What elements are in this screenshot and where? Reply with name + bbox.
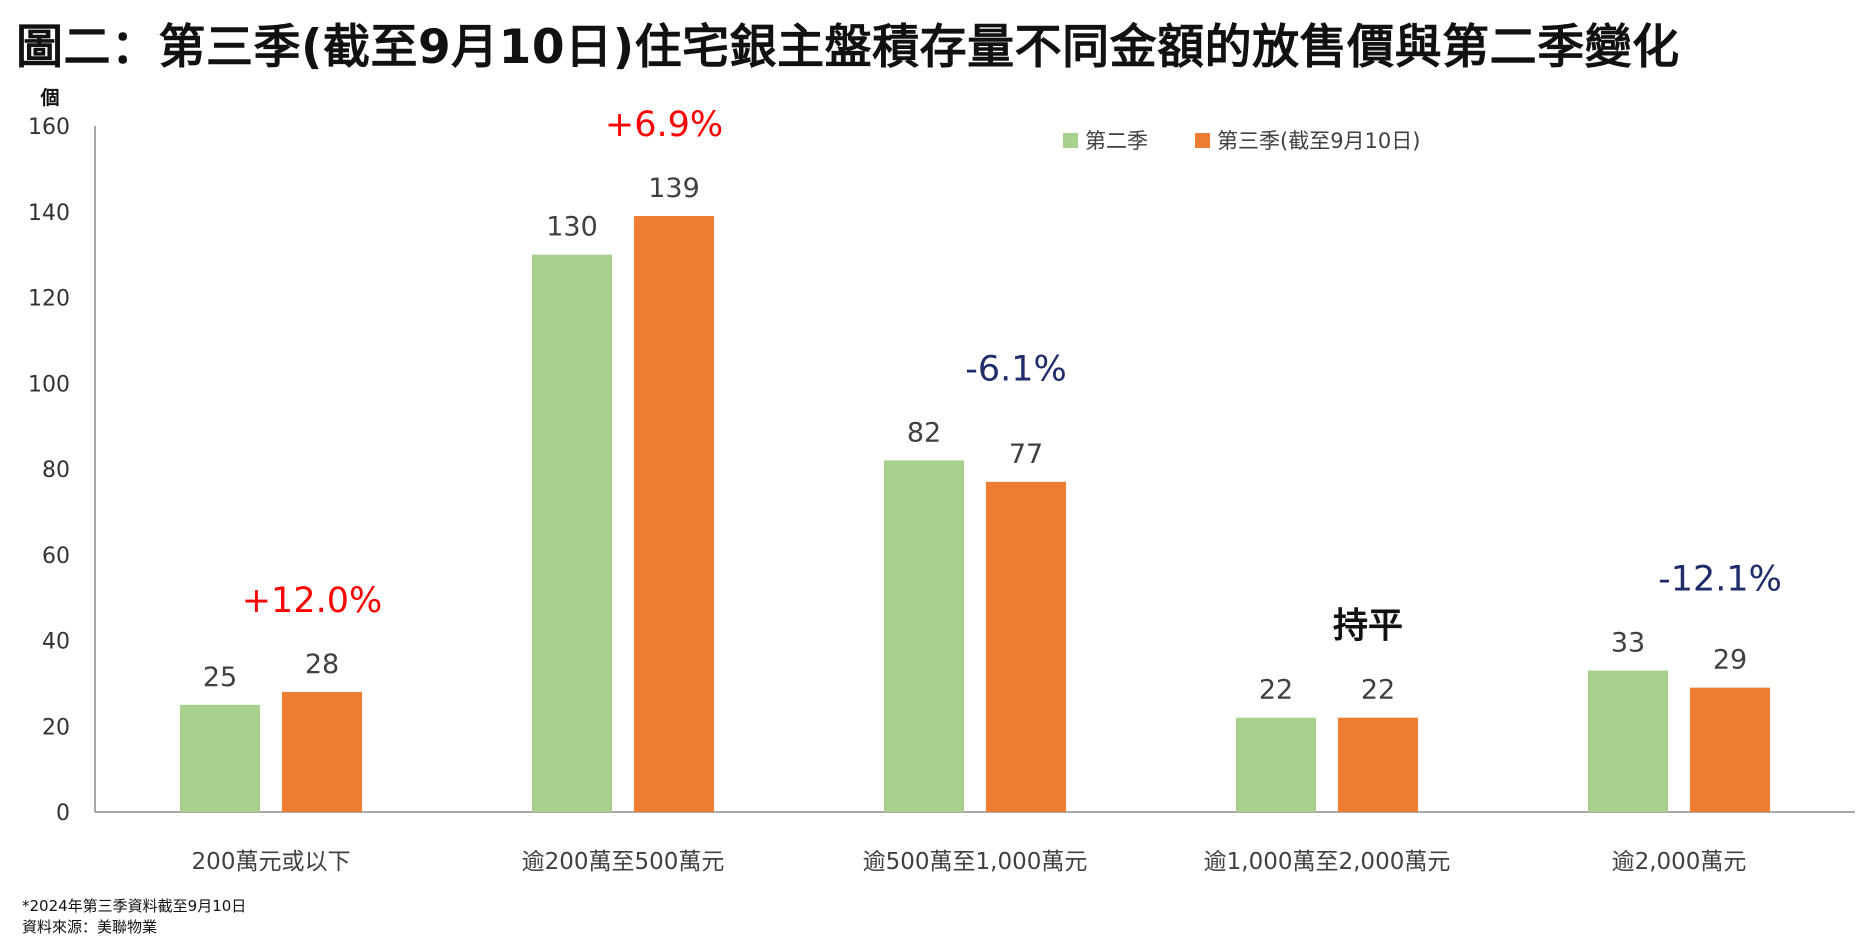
legend-label: 第二季 bbox=[1085, 129, 1148, 153]
x-tick-label: 逾200萬至500萬元 bbox=[522, 849, 725, 875]
footnote-note: *2024年第三季資料截至9月10日 bbox=[22, 897, 247, 915]
y-tick-label: 120 bbox=[28, 287, 70, 312]
data-label: 77 bbox=[1009, 439, 1043, 470]
data-label: 33 bbox=[1611, 628, 1645, 659]
bar-q2 bbox=[1236, 717, 1316, 812]
y-tick-label: 160 bbox=[28, 115, 70, 140]
bar-q3 bbox=[634, 216, 714, 813]
change-annotation: -6.1% bbox=[965, 349, 1067, 389]
legend-label: 第三季(截至9月10日) bbox=[1217, 129, 1420, 153]
x-tick-label: 逾500萬至1,000萬元 bbox=[863, 849, 1088, 875]
data-label: 139 bbox=[648, 173, 700, 204]
bar-q3 bbox=[986, 481, 1066, 812]
x-tick-label: 逾2,000萬元 bbox=[1612, 849, 1747, 875]
bar-q2 bbox=[532, 254, 612, 812]
change-annotation: 持平 bbox=[1333, 607, 1403, 647]
change-annotation: +12.0% bbox=[242, 581, 383, 621]
y-tick-label: 100 bbox=[28, 372, 70, 397]
x-tick-label: 200萬元或以下 bbox=[192, 849, 351, 875]
chart-title: 圖二：第三季(截至9月10日)住宅銀主盤積存量不同金額的放售價與第二季變化 bbox=[16, 20, 1680, 75]
x-tick-label: 逾1,000萬至2,000萬元 bbox=[1204, 849, 1451, 875]
data-label: 25 bbox=[203, 662, 237, 693]
data-label: 82 bbox=[907, 417, 941, 448]
bar-q3 bbox=[1338, 717, 1418, 812]
legend-swatch bbox=[1195, 133, 1210, 148]
bar-q2 bbox=[884, 460, 964, 812]
y-tick-label: 20 bbox=[42, 715, 70, 740]
bar-q3 bbox=[1690, 687, 1770, 812]
y-tick-label: 80 bbox=[42, 458, 70, 483]
footnote-source: 資料來源：美聯物業 bbox=[22, 918, 158, 936]
data-label: 28 bbox=[305, 649, 339, 680]
change-annotation: +6.9% bbox=[605, 105, 723, 145]
y-axis-unit-label: 個 bbox=[39, 87, 59, 109]
legend-swatch bbox=[1063, 133, 1078, 148]
y-tick-label: 60 bbox=[42, 544, 70, 569]
footnotes: *2024年第三季資料截至9月10日 資料來源：美聯物業 bbox=[22, 896, 246, 938]
bar-q2 bbox=[180, 704, 260, 812]
y-tick-label: 0 bbox=[56, 801, 70, 826]
bar-q2 bbox=[1588, 670, 1668, 812]
data-label: 22 bbox=[1361, 675, 1395, 706]
data-label: 22 bbox=[1259, 675, 1293, 706]
bar-q3 bbox=[282, 691, 362, 812]
change-annotation: -12.1% bbox=[1658, 560, 1782, 600]
data-label: 29 bbox=[1713, 645, 1747, 676]
y-tick-label: 140 bbox=[28, 201, 70, 226]
y-tick-label: 40 bbox=[42, 630, 70, 655]
data-label: 130 bbox=[546, 212, 598, 243]
